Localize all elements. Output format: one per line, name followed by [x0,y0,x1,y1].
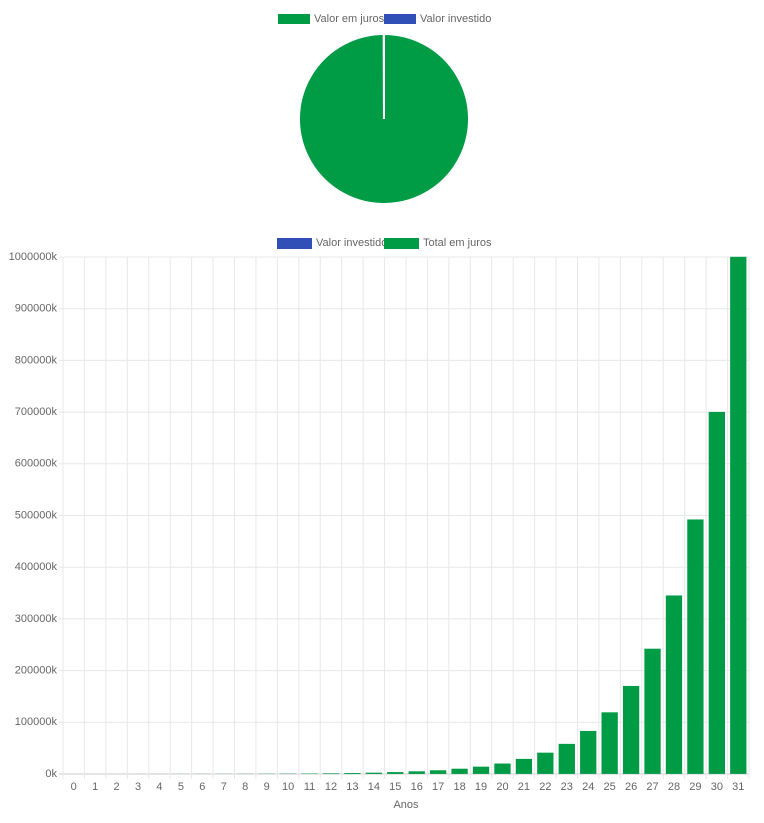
y-tick-label: 300000k [15,613,58,625]
bar [430,770,447,774]
bar [344,773,361,774]
bar [451,768,468,774]
x-tick-label: 19 [475,781,487,793]
legend-swatch [277,238,312,249]
x-tick-label: 24 [582,781,594,793]
y-tick-label: 500000k [15,509,58,521]
bar [644,648,661,774]
x-tick-label: 30 [711,781,723,793]
x-tick-label: 1 [92,781,98,793]
y-tick-label: 200000k [15,665,58,677]
bar [472,766,490,774]
bar [408,771,425,774]
x-tick-label: 18 [453,781,465,793]
x-tick-label: 16 [411,781,423,793]
y-tick-label: 100000k [15,716,58,728]
bar [387,772,404,774]
x-tick-label: 20 [496,781,508,793]
x-tick-label: 29 [689,781,701,793]
x-tick-label: 27 [646,781,658,793]
y-tick-label: 400000k [15,561,58,573]
legend-label: Valor em juros [314,13,385,25]
bar [365,772,382,774]
bar [558,743,575,774]
x-axis-label: Anos [393,799,419,811]
bar [665,595,683,774]
x-tick-label: 26 [625,781,637,793]
legend-swatch [384,238,419,249]
x-tick-label: 0 [71,781,77,793]
y-tick-label: 800000k [15,354,58,366]
x-tick-label: 15 [389,781,401,793]
x-tick-label: 5 [178,781,184,793]
bar [494,763,511,774]
legend-label: Valor investido [420,13,491,25]
x-tick-label: 3 [135,781,141,793]
y-tick-label: 600000k [15,458,58,470]
x-tick-label: 28 [668,781,680,793]
x-tick-label: 31 [732,781,744,793]
x-tick-label: 11 [304,781,315,793]
y-tick-label: 1000000k [9,251,58,263]
x-tick-label: 21 [518,781,530,793]
y-tick-label: 0k [45,768,57,780]
bar [322,773,340,774]
bar [515,758,533,774]
x-tick-label: 14 [368,781,380,793]
bar [580,730,597,774]
legend-swatch [384,14,416,24]
x-tick-label: 22 [539,781,551,793]
bar [537,752,554,774]
x-tick-label: 12 [325,781,337,793]
x-tick-label: 13 [346,781,358,793]
x-tick-label: 6 [199,781,205,793]
bar [730,256,747,774]
legend-label: Total em juros [423,237,492,249]
legend-label: Valor investido [316,237,387,249]
legend-swatch [278,14,310,24]
x-tick-label: 25 [604,781,616,793]
bar [601,712,618,774]
x-tick-label: 23 [561,781,573,793]
x-tick-label: 9 [264,781,270,793]
y-tick-label: 700000k [15,406,58,418]
y-tick-label: 900000k [15,303,58,315]
x-tick-label: 4 [156,781,162,793]
x-tick-label: 2 [114,781,120,793]
bar [708,411,725,774]
bar [622,685,640,774]
x-tick-label: 10 [282,781,294,793]
x-tick-label: 8 [242,781,248,793]
x-tick-label: 17 [432,781,444,793]
x-tick-label: 7 [221,781,227,793]
bar [687,519,704,774]
